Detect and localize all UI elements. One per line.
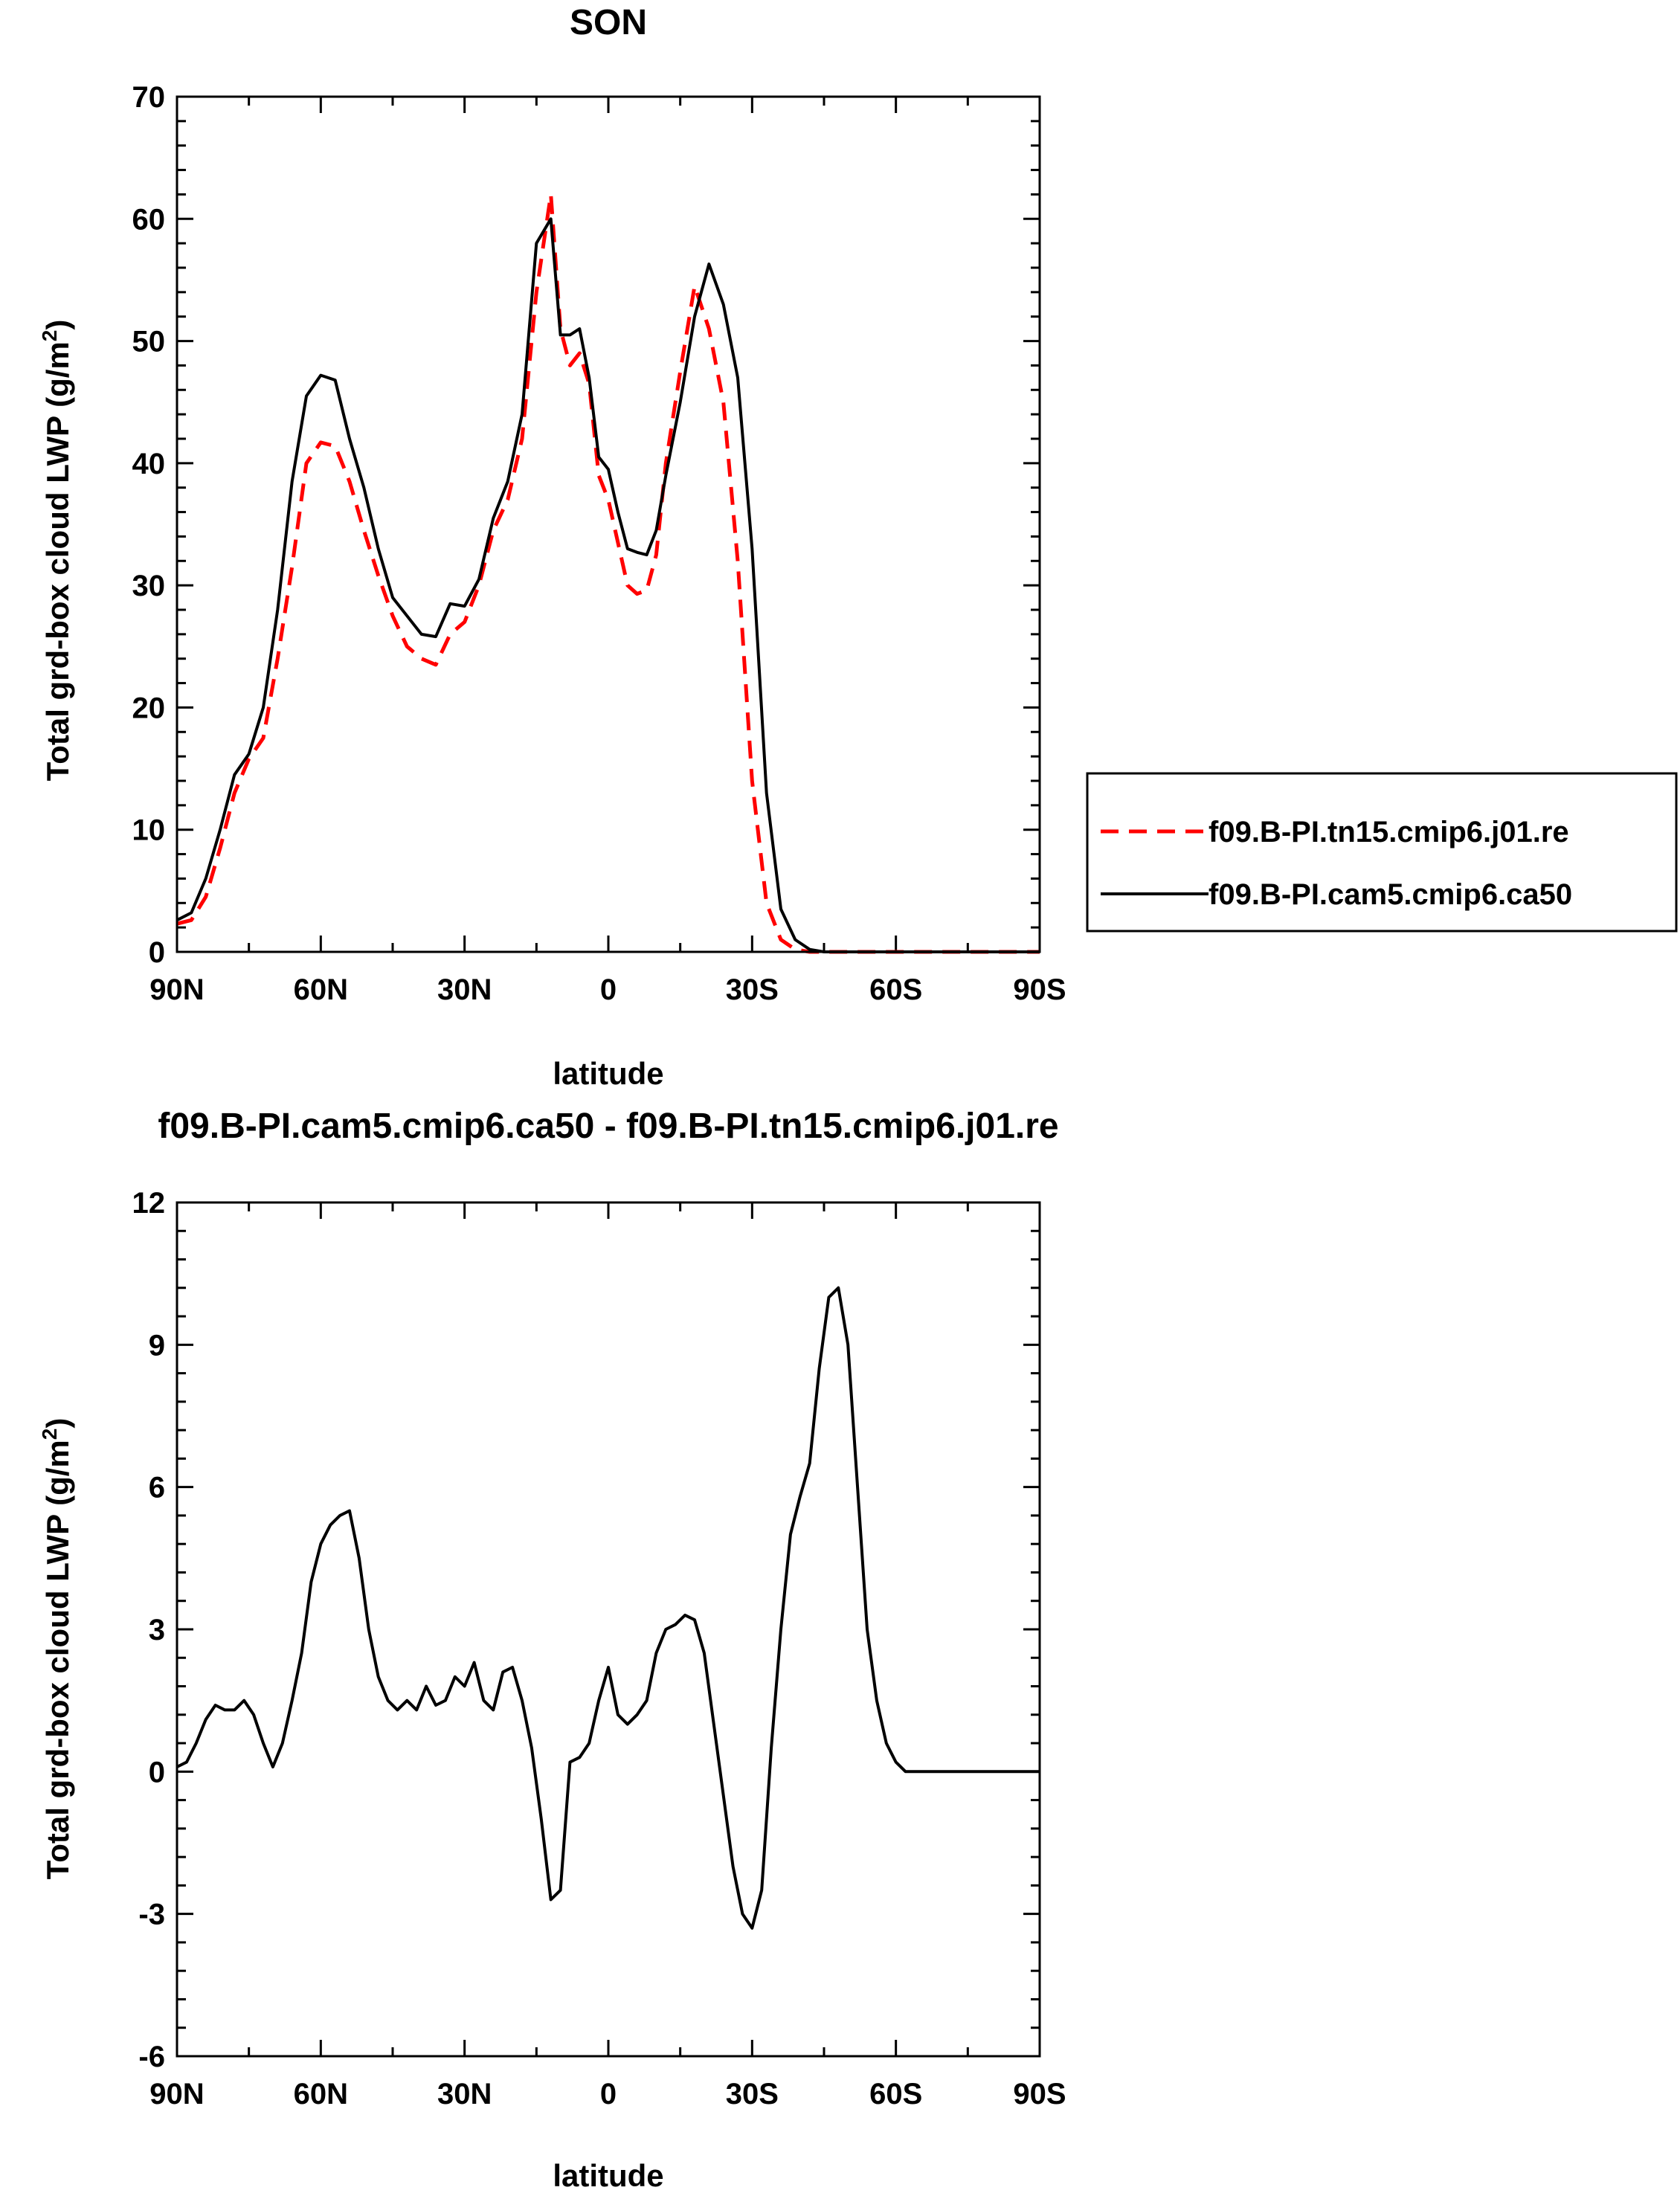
x-tick-label: 60N bbox=[294, 973, 348, 1006]
chart-title-bottom: f09.B-PI.cam5.cmip6.ca50 - f09.B-PI.tn15… bbox=[158, 1107, 1058, 1146]
x-axis-label-top: latitude bbox=[553, 1056, 663, 1091]
series-line-top-1 bbox=[176, 217, 1040, 953]
x-tick-label: 0 bbox=[600, 973, 617, 1006]
y-tick-label: 12 bbox=[132, 1187, 166, 1220]
x-tick-label: 30S bbox=[726, 973, 779, 1006]
series-line-bottom-0 bbox=[176, 1286, 1040, 1930]
y-axis-label-end: ) bbox=[40, 320, 75, 330]
legend-entry-ca50: f09.B-PI.cam5.cmip6.ca50 bbox=[1208, 878, 1572, 911]
x-tick-label: 60N bbox=[294, 2078, 348, 2110]
panel-bottom: f09.B-PI.cam5.cmip6.ca50 - f09.B-PI.tn15… bbox=[38, 1107, 1066, 2193]
x-tick-label: 90N bbox=[149, 973, 204, 1006]
y-tick-label: 6 bbox=[149, 1472, 165, 1504]
x-axis-label-bottom: latitude bbox=[553, 2158, 663, 2193]
y-tick-label: 50 bbox=[132, 326, 166, 358]
x-tick-label: 30S bbox=[726, 2078, 779, 2110]
axis-ticks-bottom: 90N 60N 30N 0 30S 60S 90S -6 -3 0 3 6 9 12 bbox=[132, 1187, 1066, 2110]
y-axis-label-main: Total grd-box cloud LWP (g/m bbox=[40, 341, 75, 781]
x-tick-label: 90S bbox=[1013, 973, 1066, 1006]
x-tick-label: 60S bbox=[869, 2078, 922, 2110]
series-line-top-0 bbox=[176, 192, 1040, 954]
panel-top: SON Total grd-box cloud LWP (g/m2) latit… bbox=[38, 3, 1678, 1091]
y-tick-label: 3 bbox=[149, 1614, 165, 1646]
x-tick-label: 30N bbox=[437, 2078, 492, 2110]
axis-ticks-top: 90N 60N 30N 0 30S 60S 90S 0 10 20 30 40 50 60 70 bbox=[132, 81, 1066, 1006]
plot-frame-bottom bbox=[176, 1201, 1041, 2058]
legend-box bbox=[1086, 772, 1678, 933]
svg-text:Total grd-box cloud LWP (g/m2): Total grd-box cloud LWP (g/m2) bbox=[38, 320, 75, 782]
chart-title-top: SON bbox=[570, 3, 647, 42]
y-axis-label-main: Total grd-box cloud LWP (g/m bbox=[40, 1440, 75, 1879]
y-tick-label: 40 bbox=[132, 448, 166, 480]
x-tick-label: 90S bbox=[1013, 2078, 1066, 2110]
plot-lines-bottom bbox=[176, 1286, 1040, 1930]
y-tick-label: 70 bbox=[132, 81, 166, 114]
y-tick-label: 20 bbox=[132, 692, 166, 724]
y-axis-label-end: ) bbox=[40, 1418, 75, 1429]
y-tick-label: -6 bbox=[138, 2041, 165, 2073]
svg-text:Total grd-box cloud LWP (g/m2): Total grd-box cloud LWP (g/m2) bbox=[38, 1418, 75, 1880]
legend-entry-tn15: f09.B-PI.tn15.cmip6.j01.re bbox=[1208, 816, 1569, 849]
y-axis-label-sup: 2 bbox=[38, 1429, 61, 1440]
x-tick-label: 60S bbox=[869, 973, 922, 1006]
y-tick-label: 0 bbox=[149, 1756, 165, 1788]
legend: f09.B-PI.tn15.cmip6.j01.re f09.B-PI.cam5… bbox=[1086, 772, 1678, 933]
y-tick-label: -3 bbox=[138, 1899, 165, 1931]
y-axis-label-top: Total grd-box cloud LWP (g/m2) bbox=[38, 320, 75, 782]
y-axis-label-bottom: Total grd-box cloud LWP (g/m2) bbox=[38, 1418, 75, 1880]
x-tick-label: 0 bbox=[600, 2078, 617, 2110]
y-tick-label: 60 bbox=[132, 203, 166, 236]
y-axis-label-sup: 2 bbox=[38, 330, 61, 342]
x-tick-label: 90N bbox=[149, 2078, 204, 2110]
y-tick-label: 10 bbox=[132, 814, 166, 847]
y-tick-label: 0 bbox=[149, 936, 165, 969]
y-tick-label: 30 bbox=[132, 570, 166, 602]
y-tick-label: 9 bbox=[149, 1329, 165, 1362]
x-tick-label: 30N bbox=[437, 973, 492, 1006]
plot-frame-top bbox=[176, 95, 1041, 953]
plot-lines-top bbox=[176, 192, 1040, 954]
